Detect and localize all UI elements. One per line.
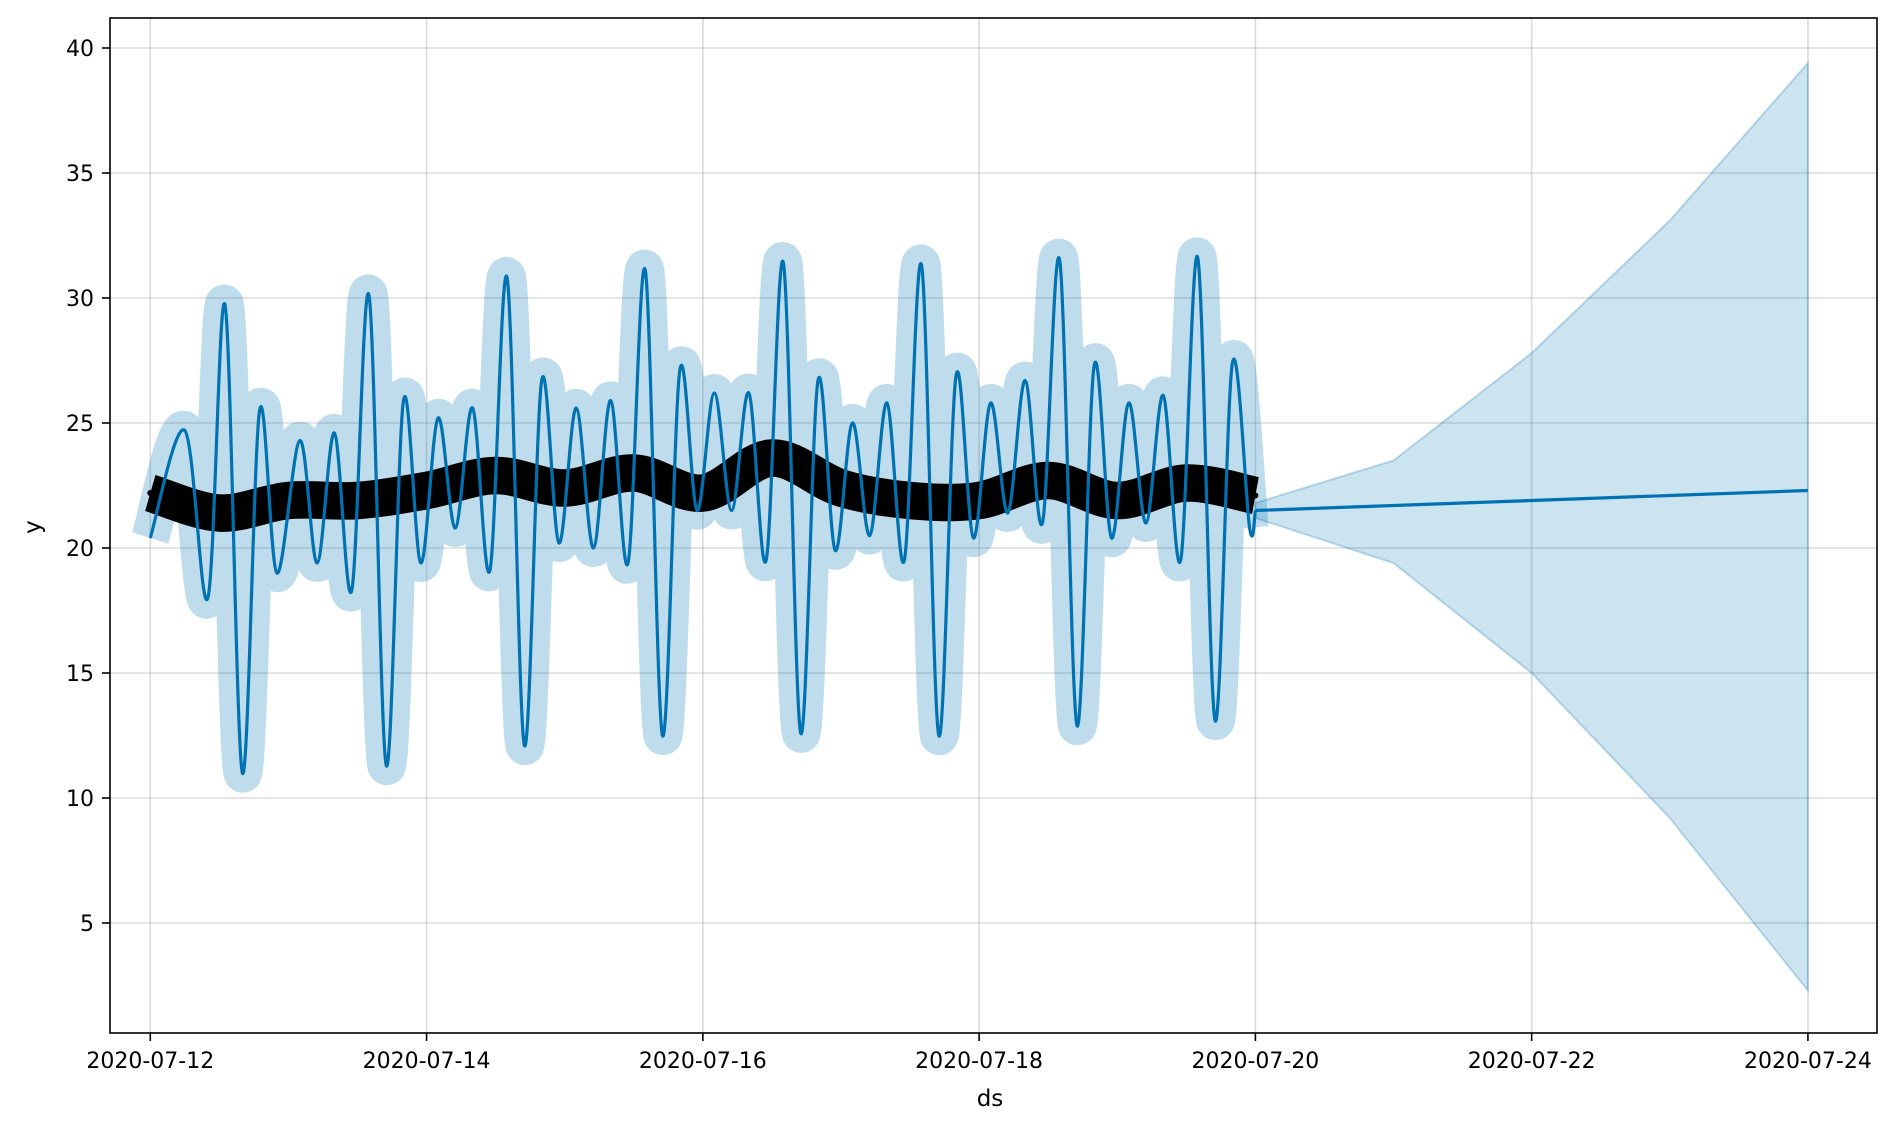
y-tick-label: 30: [66, 287, 94, 312]
x-tick-label: 2020-07-24: [1744, 1049, 1872, 1074]
y-tick-label: 20: [66, 537, 94, 562]
x-axis-ticks: 2020-07-12 2020-07-14 2020-07-16 2020-07-18…: [86, 1033, 1872, 1074]
x-tick-label: 2020-07-22: [1468, 1049, 1596, 1074]
y-tick-label: 25: [66, 412, 94, 437]
y-tick-label: 40: [66, 37, 94, 62]
x-axis-label: ds: [977, 1086, 1004, 1112]
axes: [109, 17, 1878, 1034]
x-tick-label: 2020-07-12: [86, 1049, 214, 1074]
plot-frame: [109, 17, 1878, 1034]
x-tick-label: 2020-07-16: [639, 1049, 767, 1074]
forecast-future-line: [1255, 488, 1808, 513]
y-tick-label: 35: [66, 162, 94, 187]
x-tick-label: 2020-07-20: [1191, 1049, 1319, 1074]
x-tick-label: 2020-07-14: [363, 1049, 491, 1074]
observed-point: [147, 490, 154, 496]
observed-point: [1252, 492, 1259, 499]
y-tick-label: 5: [80, 912, 94, 937]
y-axis-ticks: 5 10 15 20 25 30 35 40: [66, 37, 110, 937]
forecast-line: [148, 254, 1808, 775]
x-tick-label: 2020-07-18: [915, 1049, 1043, 1074]
y-axis-label: y: [20, 520, 46, 534]
observed-point: [216, 510, 223, 516]
forecast-in-sample-line: [148, 254, 1257, 775]
y-tick-label: 10: [66, 787, 94, 812]
uncertainty-interval: [1254, 60, 1809, 994]
grid: [110, 18, 1877, 1033]
y-tick-label: 15: [66, 662, 94, 687]
